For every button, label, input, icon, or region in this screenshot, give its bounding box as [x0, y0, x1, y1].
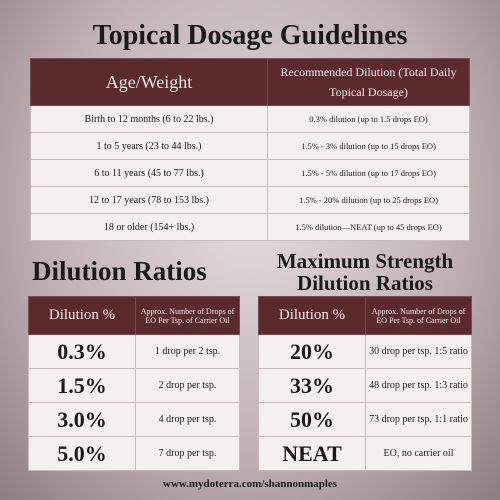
header-cell: Approx. Number of Drops of EO Per Tsp. o… [365, 296, 472, 335]
cell: NEAT [258, 436, 366, 471]
maximum-title-line: Dilution Ratios [297, 271, 433, 295]
main-title: Topical Dosage Guidelines [92, 20, 408, 51]
row: 1.5% 2 drop per tsp. [28, 368, 240, 403]
cell: 50% [258, 402, 366, 437]
cell: 2 drop per tsp. [135, 368, 240, 403]
cell: 20% [258, 334, 366, 369]
header-cell: Age/Weight [30, 58, 268, 106]
maximum-title-line: Maximum Strength [276, 249, 454, 273]
header-cell: Approx. Number of Drops of EO Per Tsp. o… [135, 296, 240, 335]
cell: 18 or older (154+ lbs.) [30, 213, 268, 241]
row: 20% 30 drop per tsp. 1:5 ratio [258, 334, 472, 369]
guidelines-table: Age/Weight Recommended Dilution (Total Da… [30, 58, 470, 241]
row: NEAT EO, no carrier oil [258, 436, 472, 471]
maximum-table: Dilution % Approx. Number of Drops of EO … [258, 296, 472, 471]
cell: 3.0% [28, 402, 136, 437]
cell: Birth to 12 months (6 to 22 lbs.) [30, 105, 268, 133]
cell: 30 drop per tsp. 1:5 ratio [365, 334, 472, 369]
cell: 1.5% [28, 368, 136, 403]
cell: 1.5% - 20% dilution (up to 25 drops EO) [267, 186, 470, 214]
dilution-table: Dilution % Approx. Number of Drops of EO … [28, 296, 240, 471]
cell: 6 to 11 years (45 to 77 lbs.) [30, 159, 268, 187]
cell: 0.3% dilution (up to 1.5 drops EO) [267, 105, 470, 133]
row: 3.0% 4 drop per tsp. [28, 402, 240, 437]
row: 33% 48 drop per tsp. 1:3 ratio [258, 368, 472, 403]
cell: 7 drop per tsp. [135, 436, 240, 471]
cell: 33% [258, 368, 366, 403]
footer: www.mydoterra.com/shannonmaples [162, 478, 338, 490]
header-cell: Dilution % [28, 296, 136, 335]
cell: 1 drop per 2 tsp. [135, 334, 240, 369]
row: 5.0% 7 drop per tsp. [28, 436, 240, 471]
row: 0.3% 1 drop per 2 tsp. [28, 334, 240, 369]
dilution-title: Dilution Ratios [32, 256, 207, 286]
cell: 1 to 5 years (23 to 44 lbs.) [30, 132, 268, 160]
cell: 0.3% [28, 334, 136, 369]
header-row: Dilution % Approx. Number of Drops of EO … [258, 296, 472, 335]
header-cell: Dilution % [258, 296, 366, 335]
cell: 48 drop per tsp. 1:3 ratio [365, 368, 472, 403]
cell: EO, no carrier oil [365, 436, 472, 471]
row: 50% 73 drop per tsp. 1:1 ratio [258, 402, 472, 437]
cell: 4 drop per tsp. [135, 402, 240, 437]
cell: 12 to 17 years (78 to 153 lbs.) [30, 186, 268, 214]
cell: 1.5% - 3% dilution (up to 15 drops EO) [267, 132, 470, 160]
header-cell: Recommended Dilution (Total Daily Topica… [267, 58, 470, 106]
cell: 1.5% dilution—NEAT (up to 45 drops EO) [267, 213, 470, 241]
header-row: Age/Weight Recommended Dilution (Total Da… [30, 58, 470, 106]
row: 12 to 17 years (78 to 153 lbs.) 1.5% - 20… [30, 186, 470, 214]
row: 6 to 11 years (45 to 77 lbs.) 1.5% - 5% d… [30, 159, 470, 187]
maximum-title: Maximum Strength Dilution Ratios [258, 250, 472, 294]
row: 1 to 5 years (23 to 44 lbs.) 1.5% - 3% di… [30, 132, 470, 160]
cell: 73 drop per tsp. 1:1 ratio [365, 402, 472, 437]
row: 18 or older (154+ lbs.) 1.5% dilution—NEA… [30, 213, 470, 241]
cell: 1.5% - 5% dilution (up to 17 drops EO) [267, 159, 470, 187]
header-row: Dilution % Approx. Number of Drops of EO … [28, 296, 240, 335]
row: Birth to 12 months (6 to 22 lbs.) 0.3% di… [30, 105, 470, 133]
cell: 5.0% [28, 436, 136, 471]
